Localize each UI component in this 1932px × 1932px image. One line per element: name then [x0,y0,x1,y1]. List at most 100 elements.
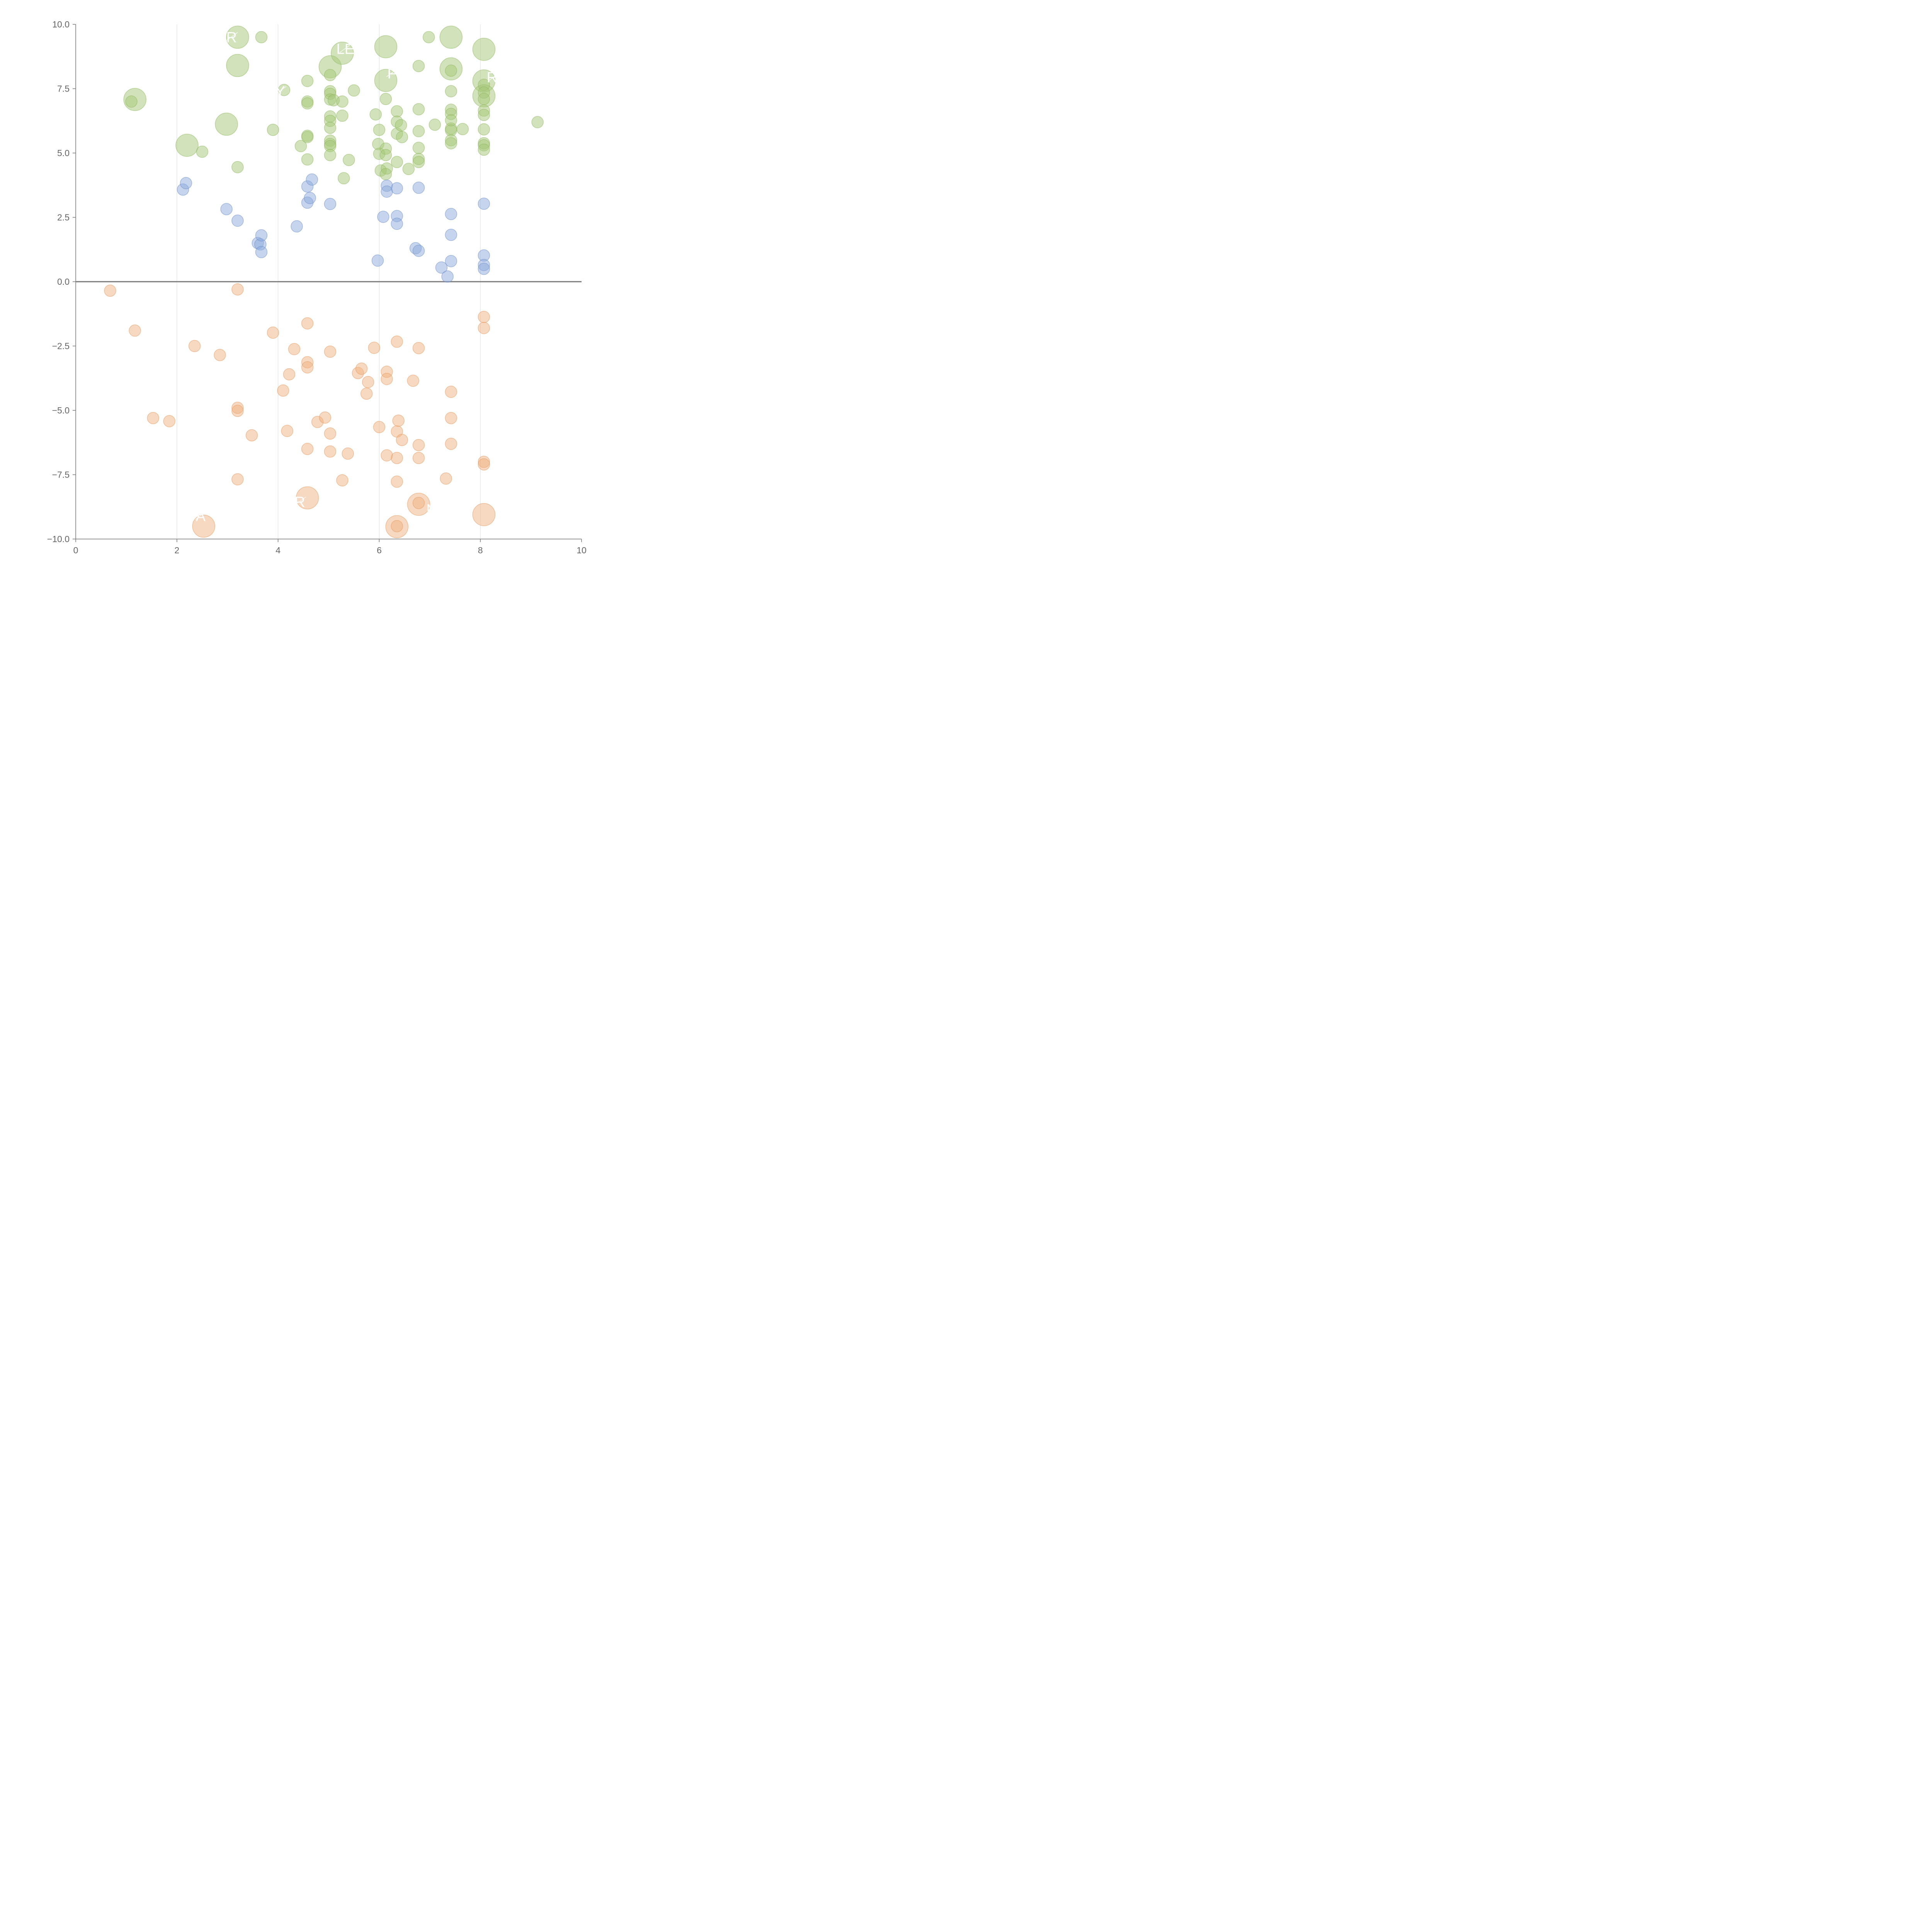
orange-bubble[interactable] [324,345,337,358]
blue-bubble[interactable] [478,197,490,210]
green-bubble[interactable] [125,95,138,108]
blue-bubble[interactable] [412,182,425,194]
orange-bubble[interactable] [391,335,403,348]
green-bubble[interactable] [301,153,314,166]
green-bubble[interactable] [175,134,199,157]
orange-bubble[interactable] [163,415,175,427]
green-bubble[interactable] [324,121,337,134]
green-bubble[interactable] [331,41,354,65]
green-bubble[interactable] [374,35,398,58]
orange-bubble[interactable] [391,520,403,532]
green-bubble[interactable] [374,69,398,92]
green-bubble[interactable] [422,31,435,44]
blue-bubble[interactable] [441,270,454,283]
green-bubble[interactable] [343,154,355,166]
green-bubble[interactable] [396,131,408,143]
green-bubble[interactable] [478,109,490,121]
green-bubble[interactable] [478,123,490,136]
green-bubble[interactable] [445,65,457,77]
green-bubble[interactable] [324,149,337,162]
green-bubble[interactable] [456,123,469,135]
blue-bubble[interactable] [377,211,389,223]
orange-bubble[interactable] [381,372,393,385]
green-bubble[interactable] [196,145,208,158]
green-bubble[interactable] [429,118,441,131]
green-bubble[interactable] [412,60,425,72]
orange-bubble[interactable] [288,343,301,355]
blue-bubble[interactable] [391,182,403,194]
green-bubble[interactable] [439,26,463,49]
green-bubble[interactable] [336,95,349,108]
orange-bubble[interactable] [472,503,496,526]
orange-bubble[interactable] [440,472,452,485]
green-bubble[interactable] [301,131,314,143]
green-bubble[interactable] [391,156,403,168]
orange-bubble[interactable] [147,412,160,424]
green-bubble[interactable] [472,37,496,61]
blue-bubble[interactable] [381,185,393,198]
orange-bubble[interactable] [478,311,490,323]
green-bubble[interactable] [324,69,337,81]
green-bubble[interactable] [395,119,407,131]
orange-bubble[interactable] [360,387,373,400]
orange-bubble[interactable] [231,405,244,417]
green-bubble[interactable] [301,75,314,87]
orange-bubble[interactable] [445,437,457,450]
green-bubble[interactable] [294,140,307,152]
orange-bubble[interactable] [192,514,215,538]
orange-bubble[interactable] [231,473,244,486]
orange-bubble[interactable] [342,447,354,460]
orange-bubble[interactable] [301,317,314,330]
blue-bubble[interactable] [445,255,457,267]
orange-bubble[interactable] [281,425,293,437]
green-bubble[interactable] [412,141,425,154]
orange-bubble[interactable] [245,429,258,442]
green-bubble[interactable] [391,105,403,117]
blue-bubble[interactable] [371,254,384,267]
orange-bubble[interactable] [391,475,403,488]
orange-bubble[interactable] [478,458,490,471]
blue-bubble[interactable] [220,203,233,215]
orange-bubble[interactable] [412,452,425,464]
orange-bubble[interactable] [412,497,425,509]
orange-bubble[interactable] [214,349,226,361]
green-bubble[interactable] [215,112,238,136]
orange-bubble[interactable] [277,384,289,397]
orange-bubble[interactable] [336,474,349,486]
green-bubble[interactable] [231,161,244,173]
green-bubble[interactable] [255,31,268,44]
blue-bubble[interactable] [304,192,316,204]
orange-bubble[interactable] [324,445,337,458]
green-bubble[interactable] [531,116,544,128]
green-bubble[interactable] [445,85,457,97]
green-bubble[interactable] [369,108,382,121]
green-bubble[interactable] [348,84,360,97]
orange-bubble[interactable] [392,414,405,427]
orange-bubble[interactable] [301,443,314,455]
orange-bubble[interactable] [129,324,141,337]
orange-bubble[interactable] [368,342,381,354]
green-bubble[interactable] [226,26,249,49]
green-bubble[interactable] [226,54,249,77]
blue-bubble[interactable] [291,220,303,233]
green-bubble[interactable] [338,172,350,185]
green-bubble[interactable] [478,143,490,156]
green-bubble[interactable] [412,125,425,138]
orange-bubble[interactable] [407,374,419,387]
orange-bubble[interactable] [324,427,337,440]
orange-bubble[interactable] [267,327,279,339]
orange-bubble[interactable] [319,411,332,424]
orange-bubble[interactable] [188,340,201,352]
orange-bubble[interactable] [301,361,314,374]
green-bubble[interactable] [402,163,415,175]
orange-bubble[interactable] [231,283,244,296]
blue-bubble[interactable] [478,262,490,275]
orange-bubble[interactable] [355,362,368,375]
blue-bubble[interactable] [255,229,268,242]
orange-bubble[interactable] [391,452,403,464]
orange-bubble[interactable] [478,322,490,334]
blue-bubble[interactable] [435,261,448,274]
orange-bubble[interactable] [396,434,408,446]
blue-bubble[interactable] [391,218,403,230]
green-bubble[interactable] [412,103,425,116]
